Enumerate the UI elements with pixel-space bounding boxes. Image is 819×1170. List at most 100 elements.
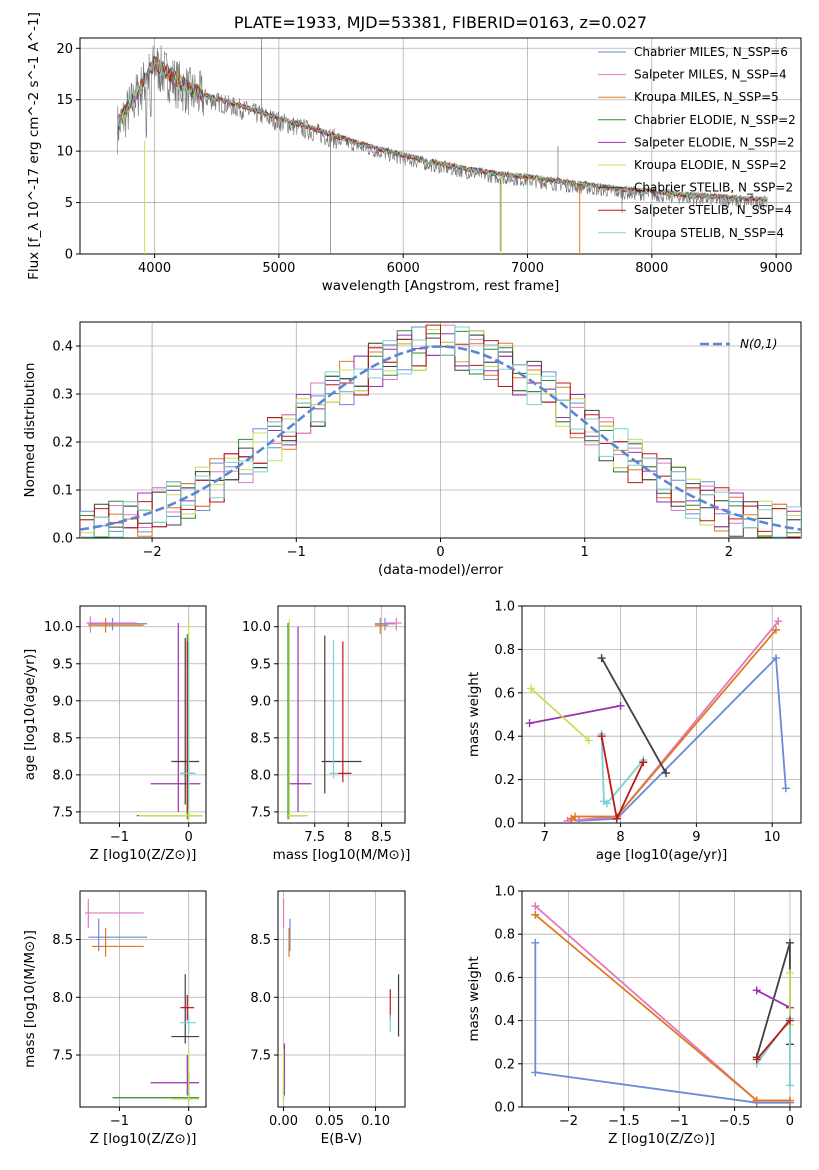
weight-marker: [752, 986, 761, 995]
y-tick-label: 7.5: [52, 805, 73, 820]
y-tick-label: 8.5: [52, 731, 73, 746]
x-axis-label: wavelength [Angstrom, rest frame]: [322, 278, 560, 294]
weight-marker: [531, 1068, 540, 1077]
y-tick-label: 0.0: [494, 817, 515, 832]
legend-entry: Salpeter ELODIE, N_SSP=2: [634, 135, 795, 149]
weight-line-7: [600, 736, 645, 822]
point-6: [171, 974, 200, 1044]
point-0: [88, 918, 148, 952]
y-tick-label: 9.0: [250, 694, 271, 709]
x-tick-label: 2: [725, 545, 733, 560]
weight-marker: [771, 625, 780, 634]
point-1: [86, 616, 137, 633]
point-7: [180, 994, 195, 1021]
point-5: [171, 1049, 200, 1102]
panel-weight_vs_age: 7 8 9 10 0.0 0.2 0.4 0.6 0.8 1.0 age [log10(age/yr…: [466, 600, 802, 863]
weight-line-1: [567, 620, 779, 822]
x-tick-label: −1: [287, 545, 306, 560]
gaussian-curve: [80, 345, 801, 531]
y-axis-label: Normed distribution: [22, 363, 38, 498]
point-4: [288, 626, 312, 812]
weight-marker: [774, 617, 783, 626]
y-axis-label: age [log10(age/yr)]: [22, 649, 38, 781]
legend-entry: Kroupa STELIB, N_SSP=4: [634, 226, 784, 240]
panel-age_vs_mass: 7.5 8 8.5 7.5 8.0 8.5 9.0 9.5 10.0 mass [log10(M/…: [242, 605, 411, 863]
panel-spectrum: 4000 5000 6000 7000 8000 9000 0 5 10 15 20 waveleng…: [26, 12, 802, 294]
axes-frame: [521, 605, 802, 824]
weight-marker: [584, 736, 593, 745]
weight-marker: [785, 1096, 794, 1105]
weight-marker: [662, 769, 671, 778]
legend-entry: Kroupa MILES, N_SSP=5: [634, 90, 779, 104]
y-tick-label: 10.0: [44, 620, 73, 635]
x-axis-label: mass [log10(M/M⊙)]: [273, 847, 411, 863]
y-tick-label: 8.5: [52, 933, 73, 948]
y-tick-label: 7.5: [52, 1049, 73, 1064]
weight-marker: [781, 784, 790, 793]
y-axis-label: mass weight: [466, 672, 482, 757]
legend: Chabrier MILES, N_SSP=6 Salpeter MILES, N…: [598, 45, 796, 240]
point-8: [180, 641, 196, 809]
point-1: [384, 617, 402, 631]
weight-marker: [531, 902, 540, 911]
weight-marker: [527, 684, 536, 693]
y-tick-label: 8.0: [52, 768, 73, 783]
x-axis-label: Z [log10(Z/Z⊙)]: [90, 1131, 197, 1147]
axes-frame: [277, 890, 406, 1108]
weight-line-2: [534, 914, 790, 1102]
x-tick-label: 7.5: [304, 830, 325, 845]
y-tick-label: 8.0: [52, 991, 73, 1006]
point-0: [374, 617, 395, 631]
plot-area: [531, 902, 794, 1107]
x-tick-label: 0.05: [315, 1114, 344, 1129]
plot-area: [525, 617, 790, 823]
x-tick-label: 0: [786, 1114, 794, 1129]
x-axis-label: (data-model)/error: [378, 562, 504, 578]
x-tick-label: −1: [110, 830, 129, 845]
x-tick-label: 5000: [262, 261, 295, 276]
weight-line-5: [530, 687, 590, 742]
axes-frame: [277, 605, 406, 824]
weight-marker: [612, 814, 621, 823]
model-fit-6: [116, 59, 768, 202]
legend-entry: Salpeter STELIB, N_SSP=4: [634, 203, 792, 217]
y-tick-label: 0.3: [52, 388, 73, 403]
weight-marker: [785, 1016, 794, 1025]
plot-area: [80, 324, 801, 538]
panel-mass_vs_ebv: 0.00 0.05 0.10 7.5 8.0 8.5 E(B-V): [250, 890, 406, 1147]
weight-marker: [571, 812, 580, 821]
y-tick-label: 1.0: [494, 600, 515, 615]
point-1: [84, 899, 144, 928]
point-4: [150, 623, 201, 812]
y-tick-label: 8.5: [250, 933, 271, 948]
legend: N(0,1): [700, 337, 777, 351]
point-8: [180, 1014, 196, 1032]
y-tick-label: 0.2: [494, 1057, 515, 1072]
y-tick-label: 20: [56, 42, 73, 57]
legend-entry: Chabrier STELIB, N_SSP=2: [634, 181, 793, 195]
legend-entry: Salpeter MILES, N_SSP=4: [634, 68, 787, 82]
point-4: [150, 1055, 200, 1096]
point-0: [88, 617, 148, 631]
x-tick-label: 10: [764, 830, 781, 845]
y-tick-label: 0.4: [52, 340, 73, 355]
model-fit-8: [116, 59, 768, 203]
weight-line-4: [756, 989, 791, 1009]
weight-marker: [616, 701, 625, 710]
x-tick-label: 1: [581, 545, 589, 560]
point-5: [288, 619, 309, 820]
weight-line-2: [570, 629, 777, 820]
weight-line-0: [534, 942, 790, 1104]
x-tick-label: 8000: [635, 261, 668, 276]
point-3: [112, 1072, 200, 1102]
y-tick-label: 15: [56, 93, 73, 108]
weight-marker: [785, 969, 794, 978]
y-tick-label: 9.5: [52, 657, 73, 672]
x-tick-label: 7000: [511, 261, 544, 276]
chart-title: PLATE=1933, MJD=53381, FIBERID=0163, z=0…: [234, 13, 647, 32]
panel-age_vs_Z: −1 0 7.5 8.0 8.5 9.0 9.5 10.0 Z [log10(Z/Z⊙)] age…: [22, 605, 207, 863]
panel-mass_vs_Z: −1 0 7.5 8.0 8.5 Z [log10(Z/Z⊙)] mass [log10(M…: [22, 890, 207, 1147]
point-6: [171, 637, 200, 805]
legend-entry: Chabrier MILES, N_SSP=6: [634, 45, 788, 59]
